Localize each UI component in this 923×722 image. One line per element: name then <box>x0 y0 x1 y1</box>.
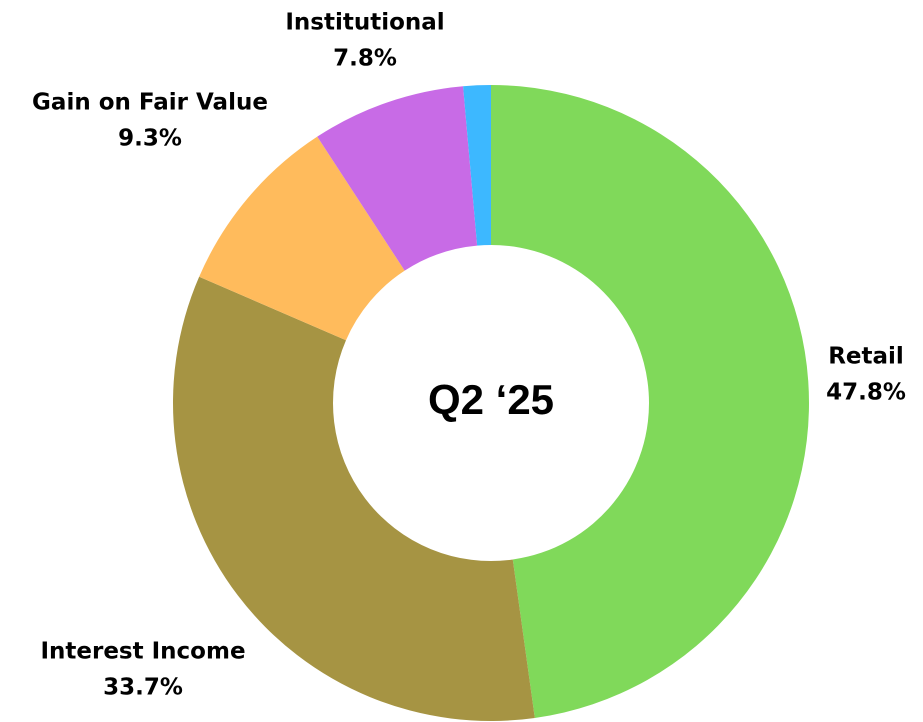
slice-label: Retail <box>828 344 904 370</box>
donut-slice <box>173 276 535 721</box>
donut-slice <box>491 85 809 718</box>
donut-slice <box>199 136 405 341</box>
center-label: Q2 ‘25 <box>428 376 554 423</box>
donut-slice <box>317 86 478 271</box>
slice-value-label: 9.3% <box>118 126 182 152</box>
slice-value-label: 47.8% <box>826 380 906 406</box>
slice-label: Interest Income <box>40 639 245 665</box>
slice-value-label: 7.8% <box>333 46 397 72</box>
slice-value-label: 33.7% <box>103 675 183 701</box>
donut-slice <box>463 85 491 246</box>
slice-label: Institutional <box>285 10 444 36</box>
slice-label: Gain on Fair Value <box>32 90 268 116</box>
